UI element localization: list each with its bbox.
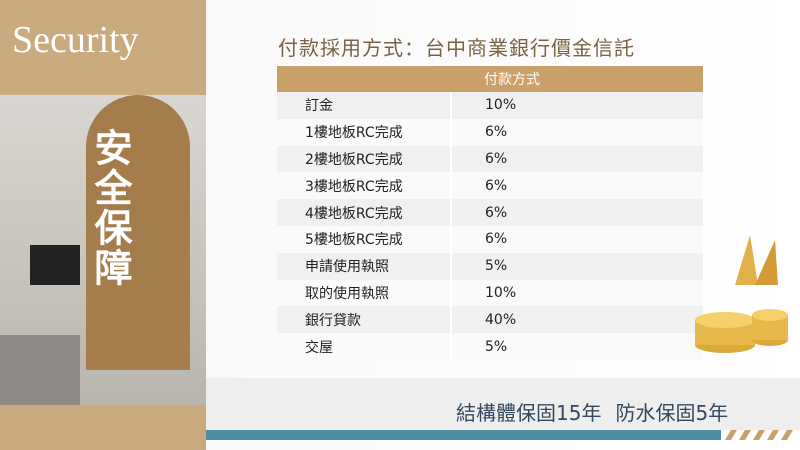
payment-ratio: 6% <box>451 172 703 200</box>
table-row: 4樓地板RC完成 6% <box>277 199 703 226</box>
table-body: 訂金 10% 1樓地板RC完成 6% 2樓地板RC完成 6% 3樓地板RC完成 6% 4樓地板R… <box>277 92 703 360</box>
payment-stage: 4樓地板RC完成 <box>277 199 452 226</box>
table-row: 申請使用執照 5% <box>277 252 703 280</box>
table-row: 銀行貸款 40% <box>277 306 703 334</box>
payment-ratio: 6% <box>451 145 703 173</box>
payment-stage: 1樓地板RC完成 <box>277 118 452 146</box>
table-title: 付款採用方式：台中商業銀行價金信託 <box>278 36 635 60</box>
table-row: 取的使用執照 10% <box>277 279 703 307</box>
tv <box>30 245 80 285</box>
footer-band <box>206 378 800 430</box>
warranty: 結構體保固15年 <box>456 401 602 425</box>
payment-ratio: 10% <box>451 279 703 307</box>
payment-ratio: 5% <box>451 333 703 360</box>
payment-ratio: 6% <box>451 199 703 226</box>
payment-ratio: 6% <box>451 118 703 146</box>
column-header: 付款方式 <box>451 66 703 92</box>
side-panel <box>86 95 190 370</box>
side-title: 安全保障 <box>88 128 132 288</box>
footer: 結構體保固15年 防水保固5年 <box>456 397 742 426</box>
table-row: 2樓地板RC完成 6% <box>277 145 703 173</box>
table-row: 交屋 5% <box>277 333 703 360</box>
table-row: 訂金 10% <box>277 92 703 119</box>
payment-ratio: 5% <box>451 252 703 280</box>
table-row: 5樓地板RC完成 6% <box>277 225 703 253</box>
hatch <box>725 430 793 440</box>
table-row: 1樓地板RC完成 6% <box>277 118 703 146</box>
payment-stage: 訂金 <box>277 92 452 119</box>
sofa <box>0 335 80 405</box>
payment-stage: 申請使用執照 <box>277 252 452 280</box>
footer-stripe <box>206 430 721 440</box>
payment-ratio: 40% <box>451 306 703 334</box>
warranty: 防水保固5年 <box>615 401 729 425</box>
payment-stage: 2樓地板RC完成 <box>277 145 452 173</box>
payment-ratio: 10% <box>451 92 703 119</box>
payment-table: 付款方式 訂金 10% 1樓地板RC完成 6% 2樓地板RC完成 6% 3樓地板RC完成 6%… <box>277 66 703 360</box>
payment-stage: 銀行貸款 <box>277 306 452 334</box>
payment-stage: 3樓地板RC完成 <box>277 172 452 200</box>
coins-decoration <box>695 235 788 353</box>
payment-ratio: 6% <box>451 225 703 253</box>
table-row: 3樓地板RC完成 6% <box>277 172 703 200</box>
brand-title: Security <box>12 19 139 61</box>
header-empty <box>277 66 451 92</box>
payment-stage: 交屋 <box>277 333 452 360</box>
payment-stage: 取的使用執照 <box>277 279 452 307</box>
payment-stage: 5樓地板RC完成 <box>277 225 452 253</box>
